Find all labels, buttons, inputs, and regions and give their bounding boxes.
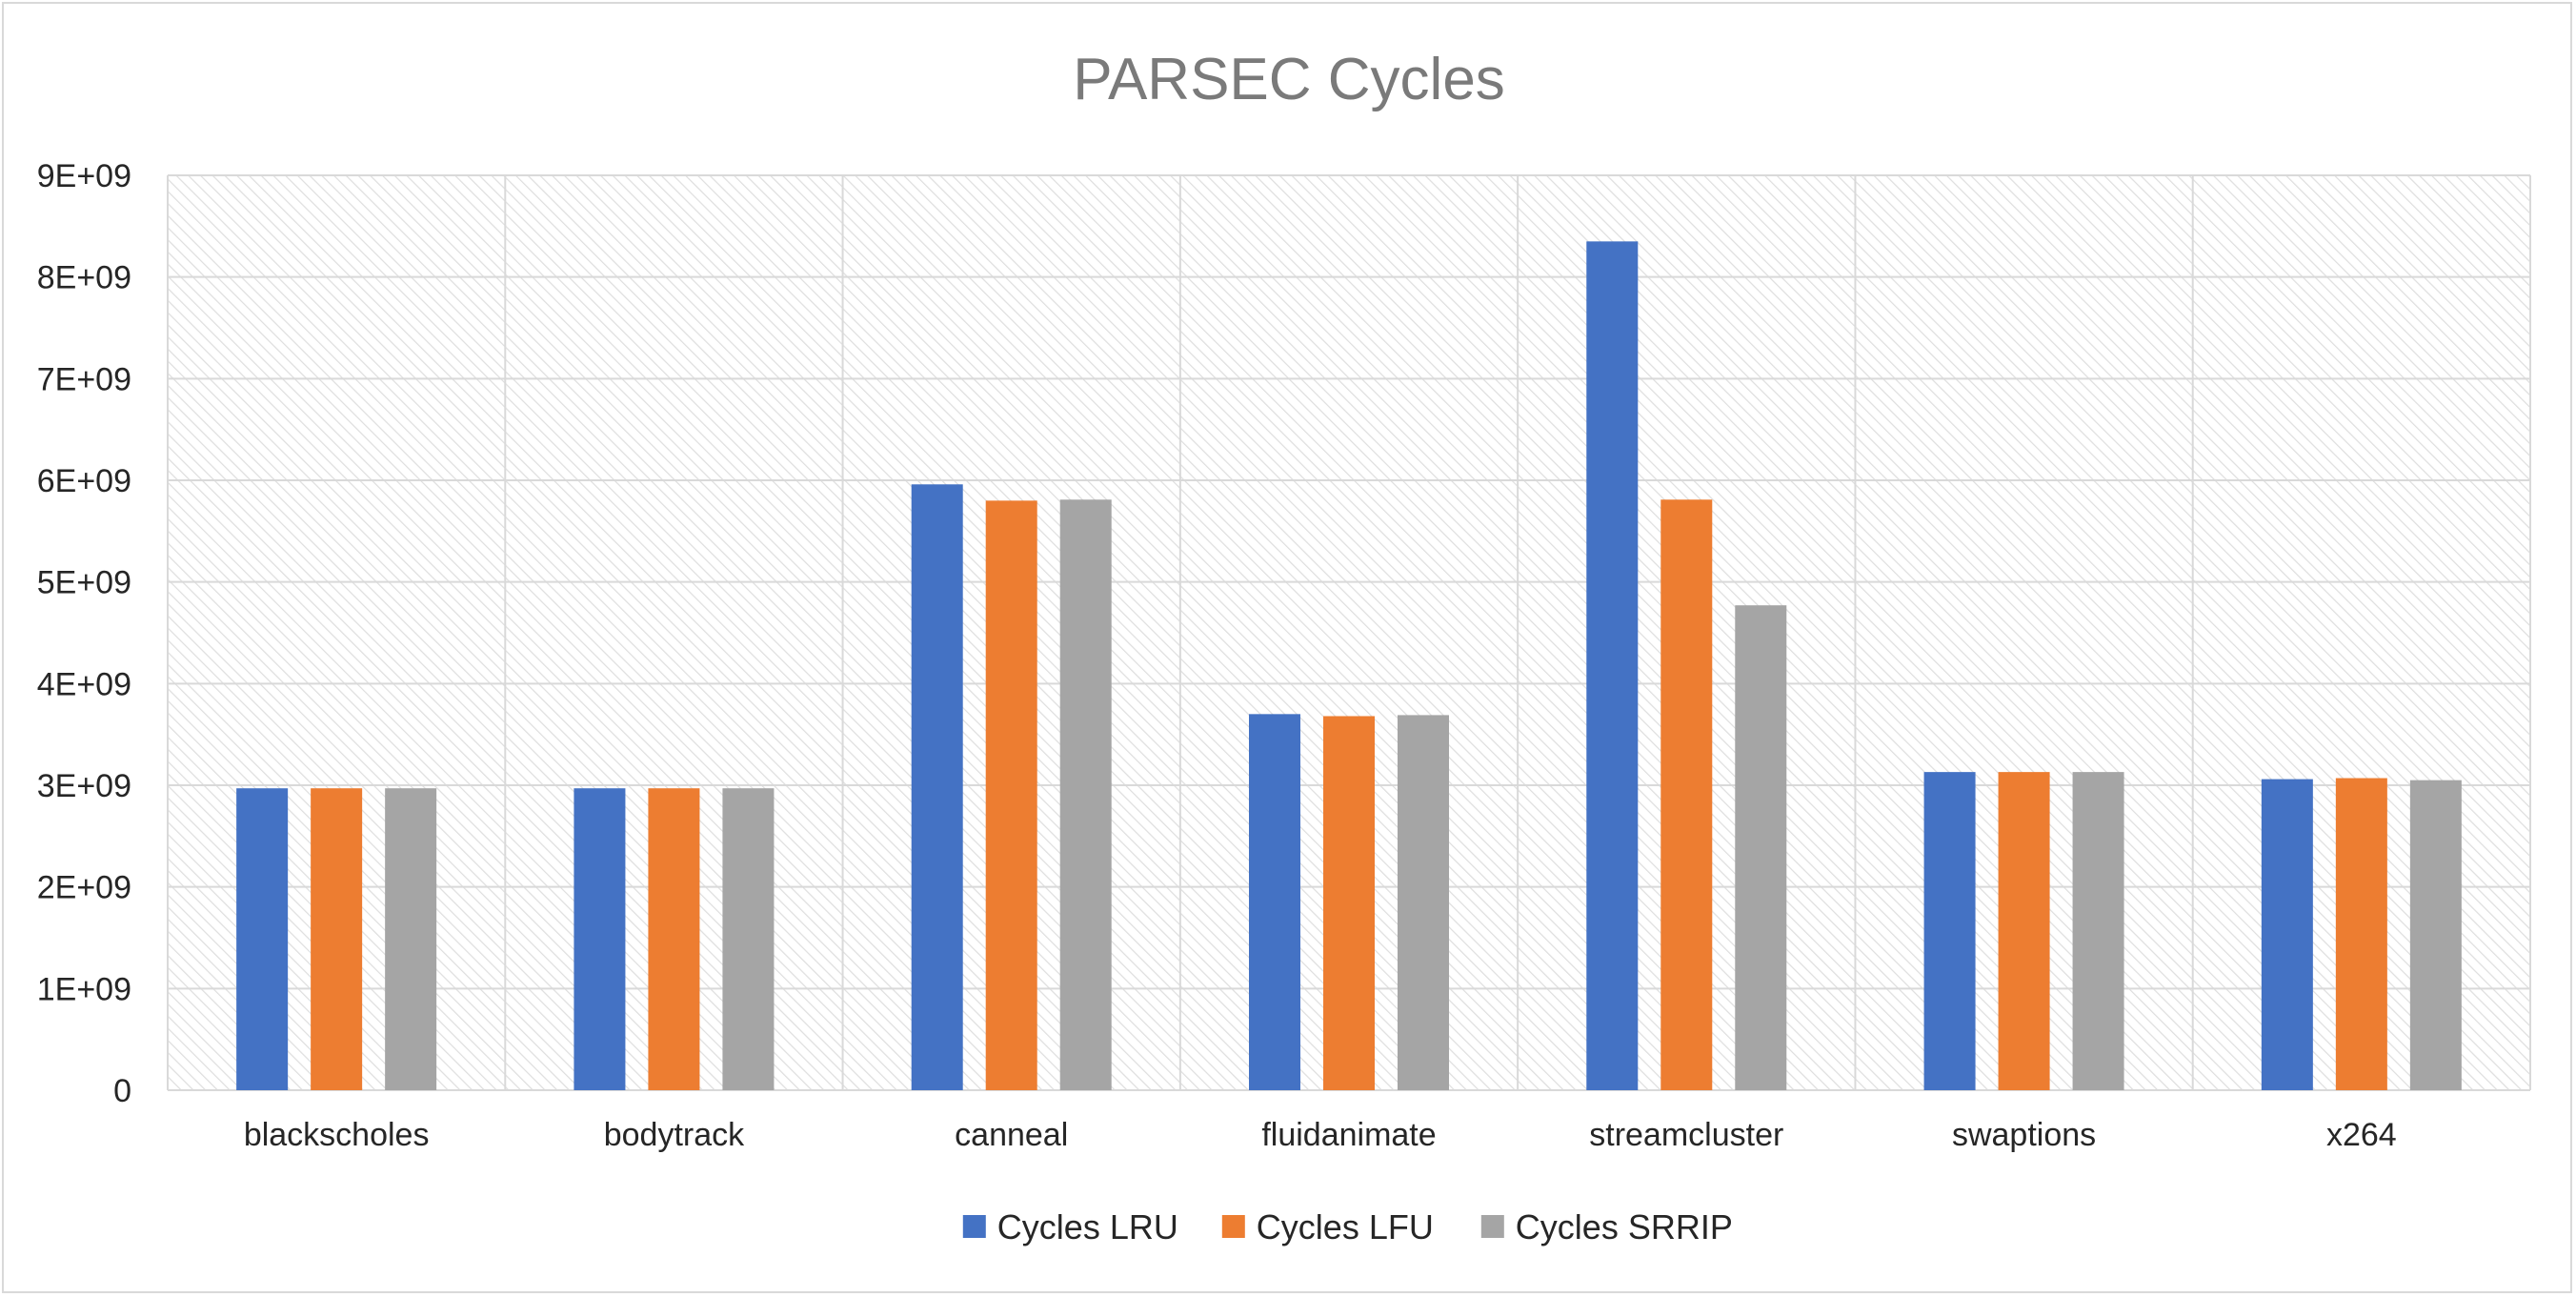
x-tick-label: blackscholes <box>244 1117 430 1153</box>
legend-label: Cycles LRU <box>997 1207 1178 1246</box>
legend: Cycles LRU Cycles LFU Cycles SRRIP <box>962 1207 1733 1246</box>
y-axis-tick-labels: 0 1E+09 2E+09 3E+09 4E+09 5E+09 6E+09 7E+09 8E+0… <box>37 158 131 1109</box>
bars <box>236 241 2462 1091</box>
x-tick-label: streamcluster <box>1589 1117 1783 1153</box>
y-tick-label: 2E+09 <box>37 870 131 906</box>
y-tick-label: 0 <box>113 1073 131 1109</box>
legend-swatch <box>1480 1215 1504 1238</box>
bar-x264-cycles-lru <box>2261 779 2313 1090</box>
bar-streamcluster-cycles-srrip <box>1735 605 1787 1090</box>
bar-canneal-cycles-lru <box>911 484 963 1090</box>
legend-item-cycles-srrip: Cycles SRRIP <box>1480 1207 1733 1246</box>
bar-bodytrack-cycles-lfu <box>648 788 700 1090</box>
x-tick-label: bodytrack <box>604 1117 745 1153</box>
bar-swaptions-cycles-lru <box>1923 772 1976 1090</box>
legend-item-cycles-lfu: Cycles LFU <box>1221 1207 1434 1246</box>
bar-bodytrack-cycles-srrip <box>722 788 775 1090</box>
legend-label: Cycles LFU <box>1257 1207 1434 1246</box>
bar-streamcluster-cycles-lru <box>1586 241 1639 1091</box>
y-tick-label: 7E+09 <box>37 361 131 397</box>
bar-canneal-cycles-srrip <box>1059 499 1112 1090</box>
bar-streamcluster-cycles-lfu <box>1660 499 1713 1090</box>
bar-blackscholes-cycles-srrip <box>385 788 437 1090</box>
x-tick-label: fluidanimate <box>1261 1117 1436 1153</box>
y-tick-label: 9E+09 <box>37 158 131 194</box>
y-tick-label: 1E+09 <box>37 971 131 1007</box>
chart-title: PARSEC Cycles <box>1073 47 1505 112</box>
bar-chart: PARSEC Cycles 0 1E+09 2E+09 3E+09 4E+09 5E+09… <box>37 47 2531 1246</box>
bar-swaptions-cycles-lfu <box>1998 772 2050 1090</box>
y-tick-label: 3E+09 <box>37 768 131 804</box>
y-tick-label: 8E+09 <box>37 260 131 296</box>
bar-fluidanimate-cycles-lfu <box>1323 716 1375 1090</box>
legend-swatch <box>1221 1215 1245 1238</box>
bar-blackscholes-cycles-lfu <box>311 788 363 1090</box>
legend-swatch <box>962 1215 986 1238</box>
bar-bodytrack-cycles-lru <box>574 788 626 1090</box>
bar-blackscholes-cycles-lru <box>236 788 289 1090</box>
bar-fluidanimate-cycles-lru <box>1249 714 1300 1090</box>
y-tick-label: 4E+09 <box>37 666 131 702</box>
legend-item-cycles-lru: Cycles LRU <box>962 1207 1178 1246</box>
bar-canneal-cycles-lfu <box>985 500 1037 1090</box>
legend-label: Cycles SRRIP <box>1516 1207 1733 1246</box>
bar-x264-cycles-srrip <box>2409 780 2462 1090</box>
x-tick-label: x264 <box>2326 1117 2397 1153</box>
y-tick-label: 6E+09 <box>37 463 131 499</box>
bar-swaptions-cycles-srrip <box>2072 772 2124 1090</box>
y-tick-label: 5E+09 <box>37 565 131 601</box>
x-tick-label: canneal <box>955 1117 1068 1153</box>
bar-x264-cycles-lfu <box>2335 778 2387 1090</box>
x-axis-tick-labels: blackscholes bodytrack canneal fluidanimate… <box>244 1117 2397 1153</box>
bar-fluidanimate-cycles-srrip <box>1398 715 1449 1090</box>
x-tick-label: swaptions <box>1952 1117 2096 1153</box>
